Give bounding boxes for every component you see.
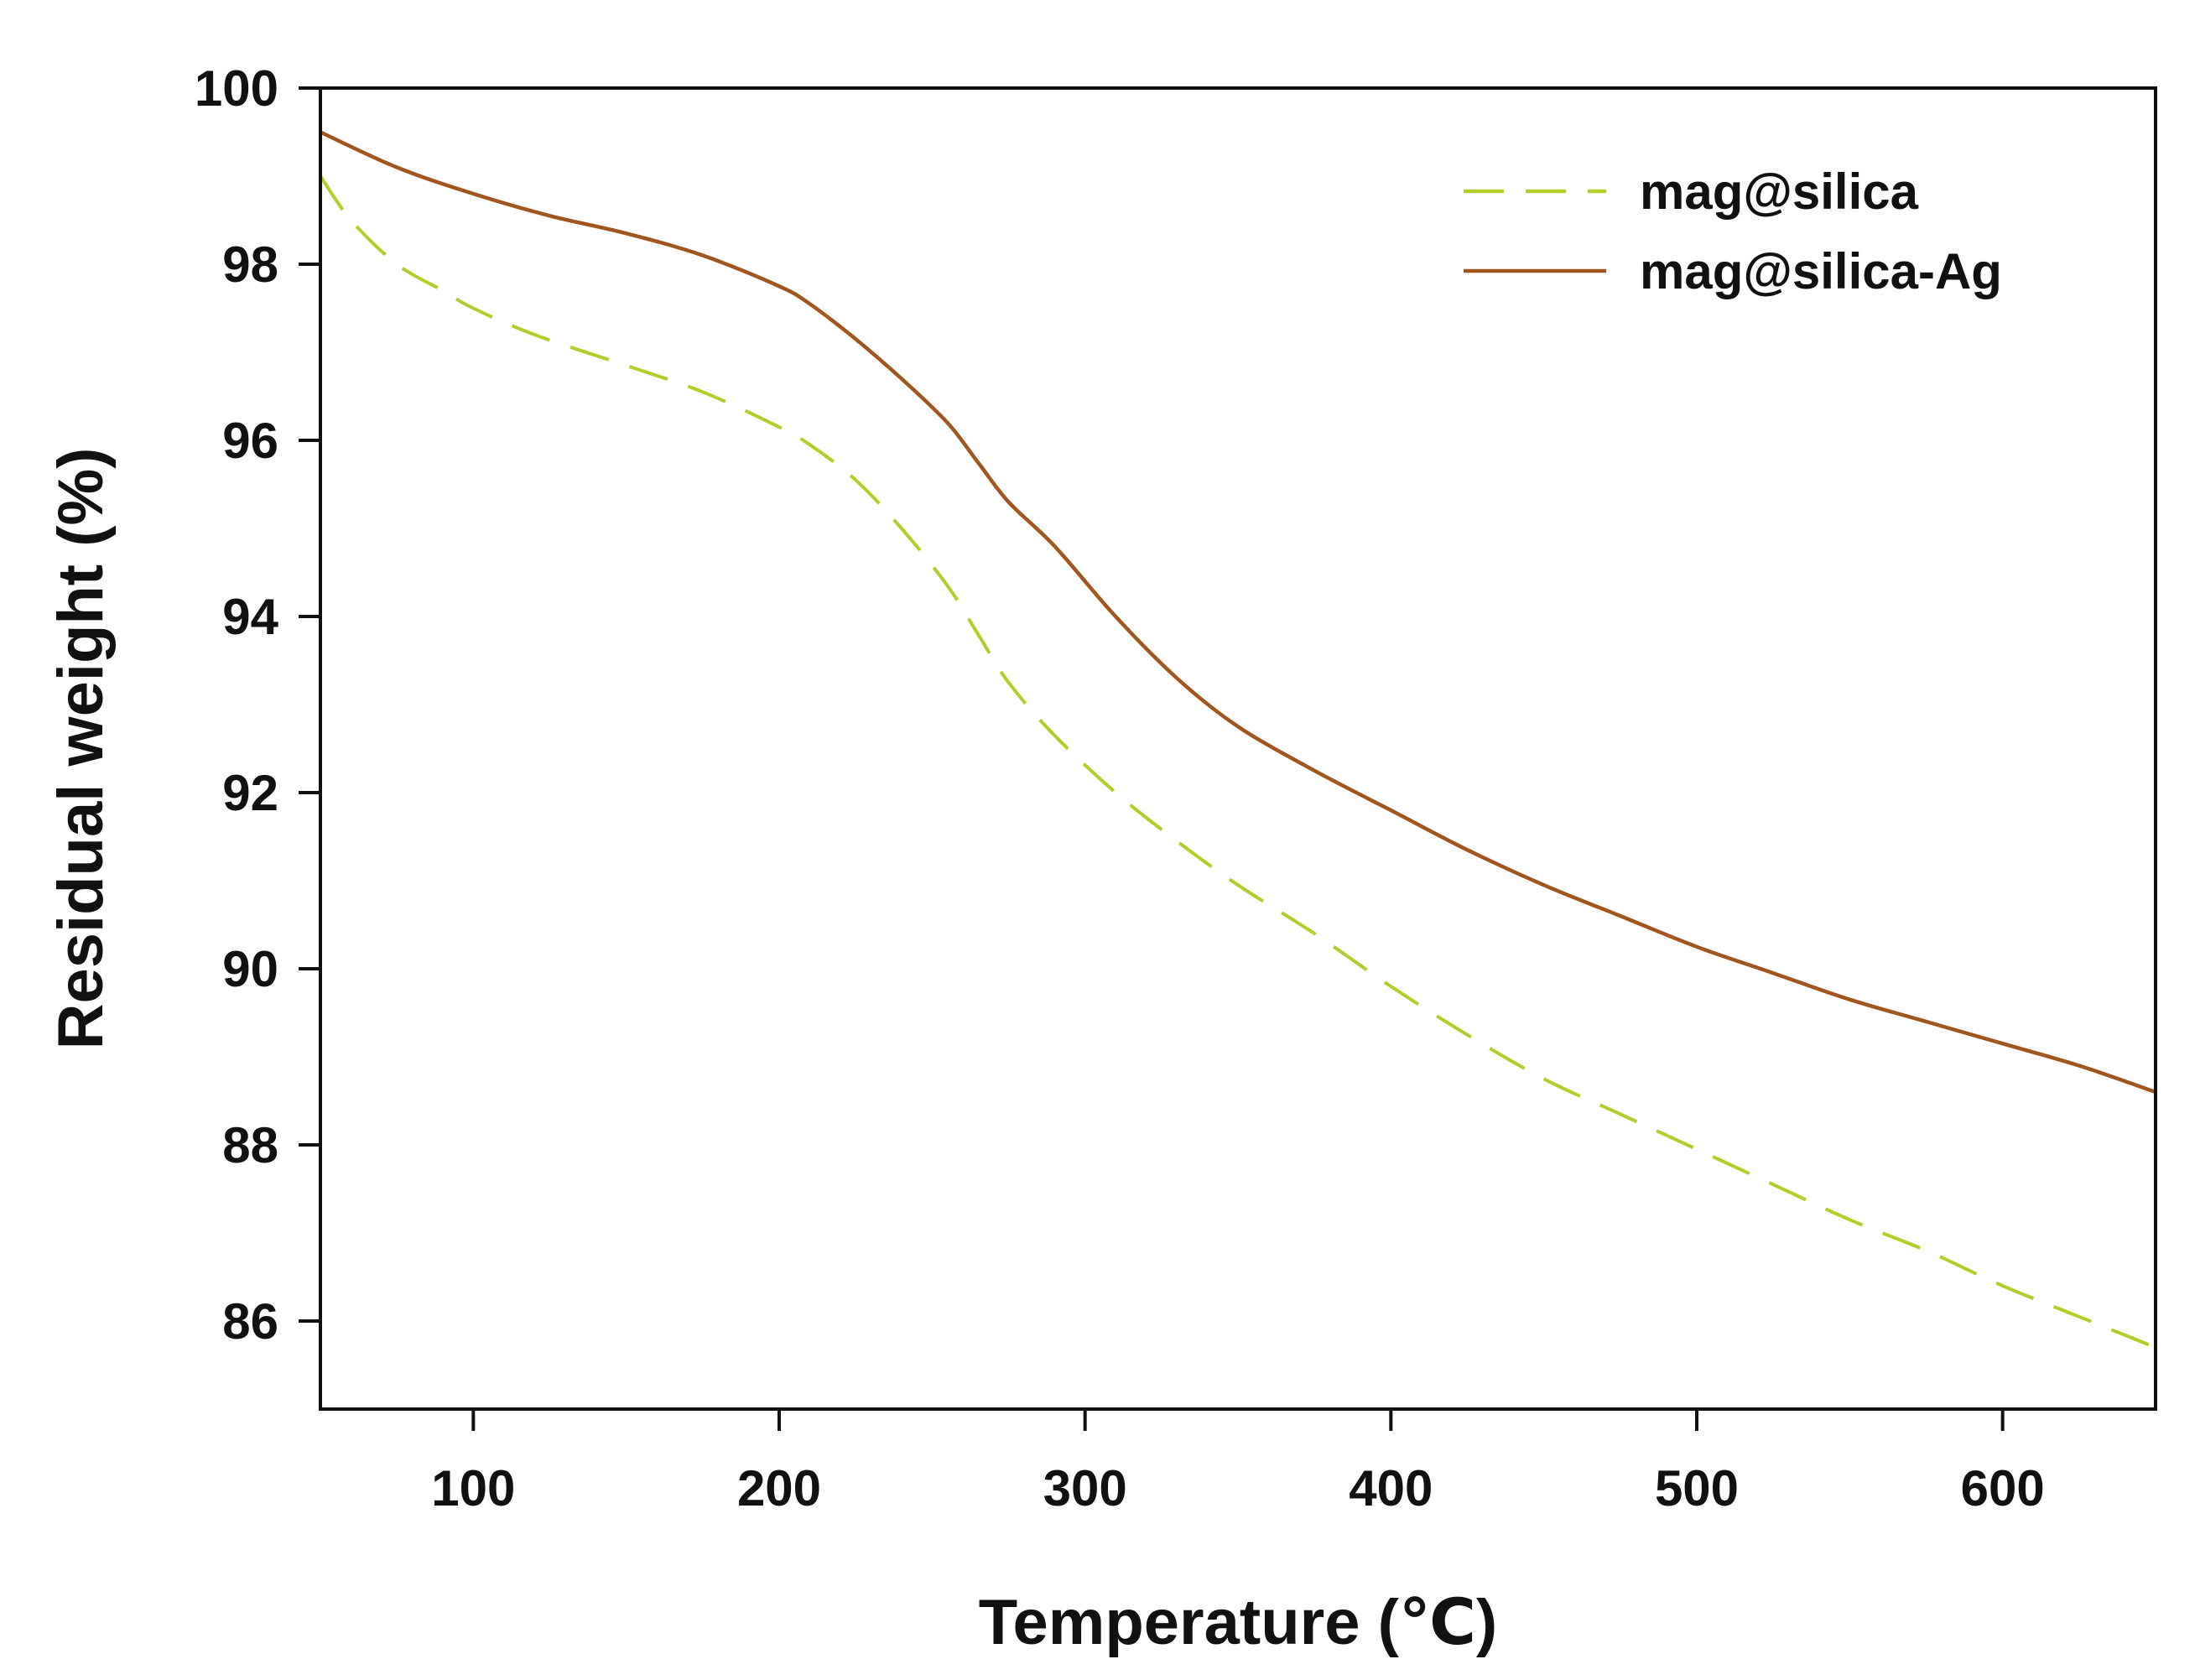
y-tick-label: 94: [222, 589, 278, 645]
x-tick-label: 600: [1961, 1460, 2045, 1516]
axes: 100 200 300 400 500 600 86 88 90 92 94 96 98 100: [195, 60, 2157, 1516]
plot-area: [319, 130, 2156, 1350]
x-axis-title: Temperature (℃): [979, 1587, 1498, 1658]
y-tick-label: 96: [222, 413, 278, 469]
x-tick-label: 300: [1043, 1460, 1127, 1516]
y-tick-label: 88: [222, 1117, 278, 1173]
y-tick-label: 90: [222, 941, 278, 997]
x-tick-label: 200: [737, 1460, 821, 1516]
y-tick-label: 100: [195, 60, 278, 117]
x-tick-label: 400: [1349, 1460, 1433, 1516]
y-tick-label: 92: [222, 765, 278, 821]
series-line-mag-silica: [319, 174, 2156, 1350]
series-line-mag-silica-ag: [320, 130, 2156, 1095]
y-tick-label: 98: [222, 237, 278, 293]
x-tick-label: 100: [431, 1460, 515, 1516]
legend-label-mag-silica: mag@silica: [1640, 164, 1919, 220]
legend-label-mag-silica-ag: mag@silica-Ag: [1640, 243, 2002, 299]
y-tick-label: 86: [222, 1293, 278, 1350]
y-axis-title: Residual weight (%): [45, 448, 117, 1050]
plot-frame: [319, 86, 2157, 1411]
x-tick-label: 500: [1655, 1460, 1739, 1516]
legend: mag@silica mag@silica-Ag: [1464, 164, 2002, 299]
